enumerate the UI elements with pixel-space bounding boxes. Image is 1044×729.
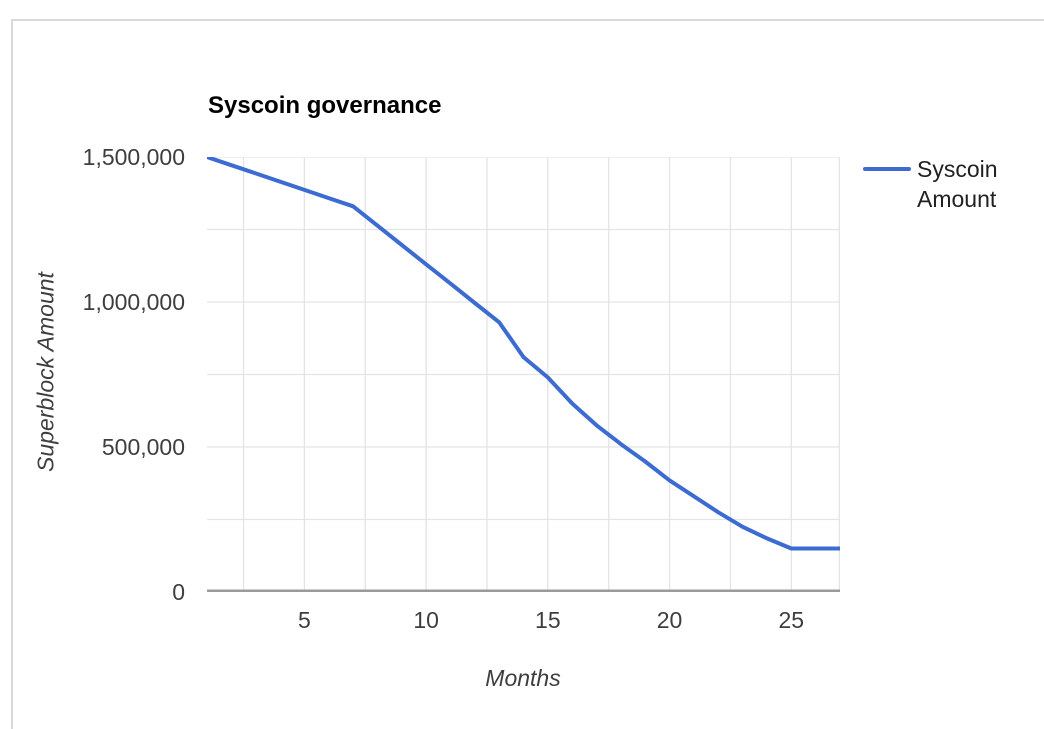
x-axis-title: Months [485,665,561,691]
y-tick-label: 0 [172,579,185,605]
chart-title: Syscoin governance [208,92,442,119]
legend-label: Syscoin Amount [917,156,998,212]
plot-area [207,157,840,592]
x-tick-label: 20 [656,607,683,633]
legend: Syscoin Amount [863,154,1013,214]
y-tick-label: 1,500,000 [82,144,185,170]
y-tick-label: 1,000,000 [82,289,185,315]
x-tick-label: 5 [297,607,311,633]
x-tick-label: 15 [535,607,561,633]
x-tick-label: 10 [413,607,439,633]
x-tick-label: 25 [778,607,805,633]
series-line-syscoin-amount [207,157,840,551]
card-border-top [11,19,1044,21]
legend-line-swatch-icon [863,167,911,171]
y-tick-label: 500,000 [101,434,185,460]
card-border-left [11,19,13,729]
y-axis-title: Superblock Amount [32,272,59,472]
